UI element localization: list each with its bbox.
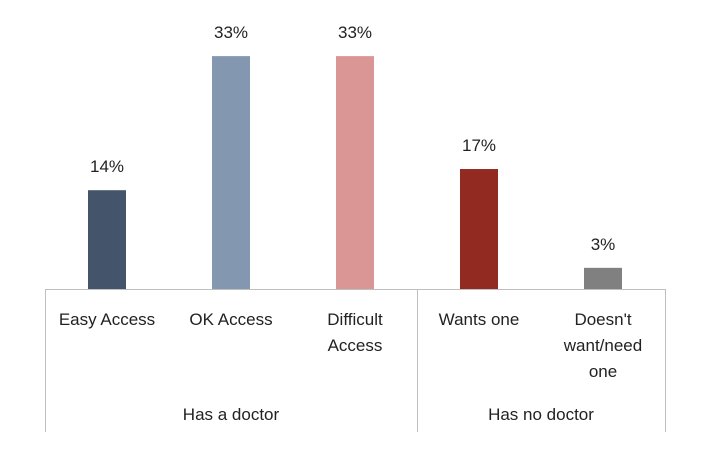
bar: [212, 56, 250, 289]
group-label: Has a doctor: [183, 405, 280, 424]
category-label: want/need: [563, 336, 642, 355]
bar: [88, 190, 126, 289]
category-label: OK Access: [189, 310, 272, 329]
data-label: 14%: [90, 157, 124, 176]
data-label: 33%: [214, 23, 248, 42]
category-label: one: [589, 362, 617, 381]
group-label: Has no doctor: [488, 405, 594, 424]
bar: [460, 169, 498, 289]
bar: [584, 267, 622, 289]
category-label: Easy Access: [59, 310, 155, 329]
category-label: Doesn't: [574, 310, 631, 329]
bars: [88, 56, 622, 289]
data-label: 33%: [338, 23, 372, 42]
bar: [336, 56, 374, 289]
value-labels: 14% 33% 33% 17% 3%: [90, 23, 615, 254]
category-label: Access: [328, 336, 383, 355]
group-labels: Has a doctor Has no doctor: [183, 405, 594, 424]
category-label: Wants one: [439, 310, 520, 329]
data-label: 3%: [591, 235, 616, 254]
category-axis: [45, 289, 666, 432]
category-label: Difficult: [327, 310, 383, 329]
data-label: 17%: [462, 136, 496, 155]
category-labels: Easy Access OK Access Difficult Access Wants…: [59, 310, 642, 381]
